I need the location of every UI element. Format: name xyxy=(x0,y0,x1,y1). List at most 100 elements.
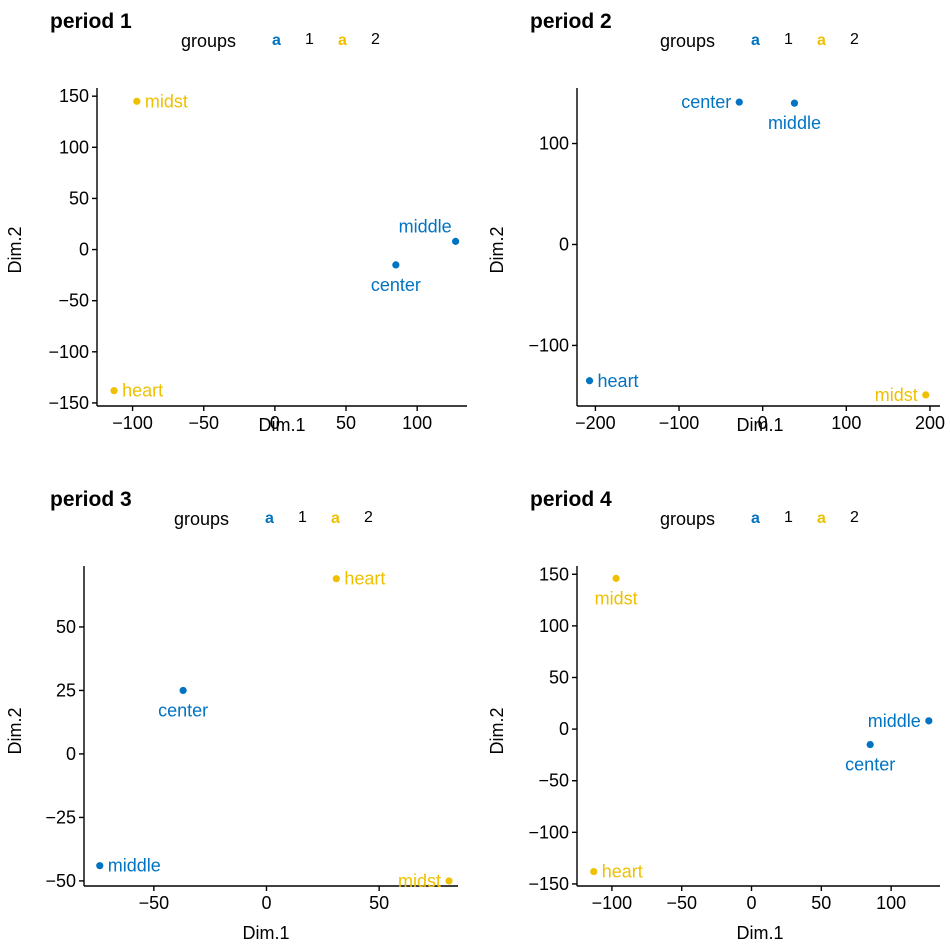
point-label-heart: heart xyxy=(598,371,639,391)
panel-period-3: period 3 groups a 1 a 2 −50 0 50 −50 −25 0 25 5… xyxy=(5,488,458,943)
legend-title: groups xyxy=(174,509,229,529)
legend-title: groups xyxy=(181,31,236,51)
y-tick-label: 0 xyxy=(79,240,89,260)
legend: groups a 1 a 2 xyxy=(181,31,380,51)
panel-title: period 3 xyxy=(50,488,132,511)
point-label-center: center xyxy=(845,755,895,775)
legend-label-group-2: 2 xyxy=(850,509,859,526)
y-tick-label: −100 xyxy=(528,335,569,355)
panel-title: period 1 xyxy=(50,10,132,33)
legend: groups a 1 a 2 xyxy=(174,509,373,529)
x-tick-label: −100 xyxy=(592,893,633,913)
y-axis-label: Dim.2 xyxy=(5,226,25,273)
y-tick-label: −100 xyxy=(48,342,89,362)
legend: groups a 1 a 2 xyxy=(660,509,859,529)
legend-key-group-2: a xyxy=(817,510,826,527)
x-tick-label: 50 xyxy=(369,893,389,913)
y-tick-label: −25 xyxy=(45,807,76,827)
data-point-middle xyxy=(790,99,799,107)
x-tick-label: 0 xyxy=(270,413,280,433)
y-tick-label: −50 xyxy=(58,291,89,311)
data-point-center xyxy=(392,261,400,269)
panel-period-4: period 4 groups a 1 a 2 −100 −50 0 50 100 −15… xyxy=(487,488,940,943)
point-label-center: center xyxy=(158,700,208,720)
y-tick-label: −150 xyxy=(48,393,89,413)
legend-label-group-2: 2 xyxy=(364,509,373,526)
x-axis-label: Dim.1 xyxy=(736,415,783,435)
x-axis-label: Dim.1 xyxy=(736,923,783,943)
point-label-middle: middle xyxy=(399,216,452,236)
legend-key-group-2: a xyxy=(338,32,347,49)
x-tick-label: 100 xyxy=(831,413,861,433)
plot-area: −200 −100 0 100 200 −100 0 100 center middle heart… xyxy=(528,88,945,433)
y-tick-label: 100 xyxy=(539,134,569,154)
data-point-middle xyxy=(925,717,933,725)
point-label-midst: midst xyxy=(145,91,188,111)
point-label-middle: middle xyxy=(768,113,821,133)
legend-key-group-1: a xyxy=(751,32,760,49)
x-tick-label: −50 xyxy=(188,413,219,433)
legend-key-group-2: a xyxy=(331,510,340,527)
point-label-center: center xyxy=(371,275,421,295)
point-label-heart: heart xyxy=(602,862,643,882)
panel-title: period 4 xyxy=(530,488,612,511)
data-point-center xyxy=(735,98,743,106)
point-label-center: center xyxy=(681,92,731,112)
y-tick-label: 50 xyxy=(56,617,76,637)
point-label-midst: midst xyxy=(875,385,918,405)
legend-key-group-2: a xyxy=(817,32,826,49)
y-axis-label: Dim.2 xyxy=(487,226,507,273)
legend-key-group-1: a xyxy=(272,32,281,49)
x-tick-label: −50 xyxy=(666,893,697,913)
panel-title: period 2 xyxy=(530,10,612,33)
y-tick-label: 50 xyxy=(549,667,569,687)
y-tick-label: 0 xyxy=(559,719,569,739)
x-tick-label: 100 xyxy=(876,893,906,913)
data-point-heart xyxy=(585,377,594,385)
y-tick-label: 150 xyxy=(59,86,89,106)
data-point-midst xyxy=(612,574,620,582)
plot-area: −100 −50 0 50 100 −150 −100 −50 0 50 100 150 midst mi… xyxy=(48,86,467,433)
data-point-heart xyxy=(590,867,598,876)
legend-label-group-1: 1 xyxy=(305,31,314,48)
plot-area: −100 −50 0 50 100 −150 −100 −50 0 50 100 150 midst mi… xyxy=(528,564,940,913)
y-tick-label: 0 xyxy=(559,234,569,254)
x-tick-label: −100 xyxy=(112,413,153,433)
y-tick-label: 150 xyxy=(539,564,569,584)
data-point-center xyxy=(866,740,874,749)
point-label-midst: midst xyxy=(595,588,638,608)
y-tick-label: 100 xyxy=(539,616,569,636)
plot-area: −50 0 50 −50 −25 0 25 50 heart center middle midst xyxy=(45,566,458,913)
point-label-heart: heart xyxy=(344,569,385,589)
x-axis-label: Dim.1 xyxy=(258,415,305,435)
legend-label-group-1: 1 xyxy=(784,31,793,48)
y-tick-label: 0 xyxy=(66,744,76,764)
x-tick-label: 200 xyxy=(915,413,945,433)
legend-label-group-1: 1 xyxy=(784,509,793,526)
legend-label-group-1: 1 xyxy=(298,509,307,526)
x-tick-label: 50 xyxy=(811,893,831,913)
x-tick-label: −100 xyxy=(659,413,700,433)
y-tick-label: −50 xyxy=(538,771,569,791)
y-tick-label: 25 xyxy=(56,680,76,700)
legend-label-group-2: 2 xyxy=(850,31,859,48)
data-point-midst xyxy=(133,97,141,105)
legend-title: groups xyxy=(660,31,715,51)
legend-label-group-2: 2 xyxy=(371,31,380,48)
x-tick-label: 0 xyxy=(747,893,757,913)
data-point-center xyxy=(179,686,187,695)
data-point-heart xyxy=(332,575,340,583)
point-label-midst: midst xyxy=(398,871,441,891)
y-tick-label: −150 xyxy=(528,874,569,894)
point-label-heart: heart xyxy=(122,381,163,401)
panel-period-2: period 2 groups a 1 a 2 −200 −100 0 100 200 −… xyxy=(487,10,945,435)
y-axis-label: Dim.2 xyxy=(487,707,507,754)
y-tick-label: −100 xyxy=(528,822,569,842)
point-label-middle: middle xyxy=(868,711,921,731)
x-tick-label: 0 xyxy=(261,893,271,913)
data-point-middle xyxy=(452,237,460,245)
x-tick-label: −200 xyxy=(575,413,616,433)
y-tick-label: 50 xyxy=(69,188,89,208)
legend-key-group-1: a xyxy=(751,510,760,527)
